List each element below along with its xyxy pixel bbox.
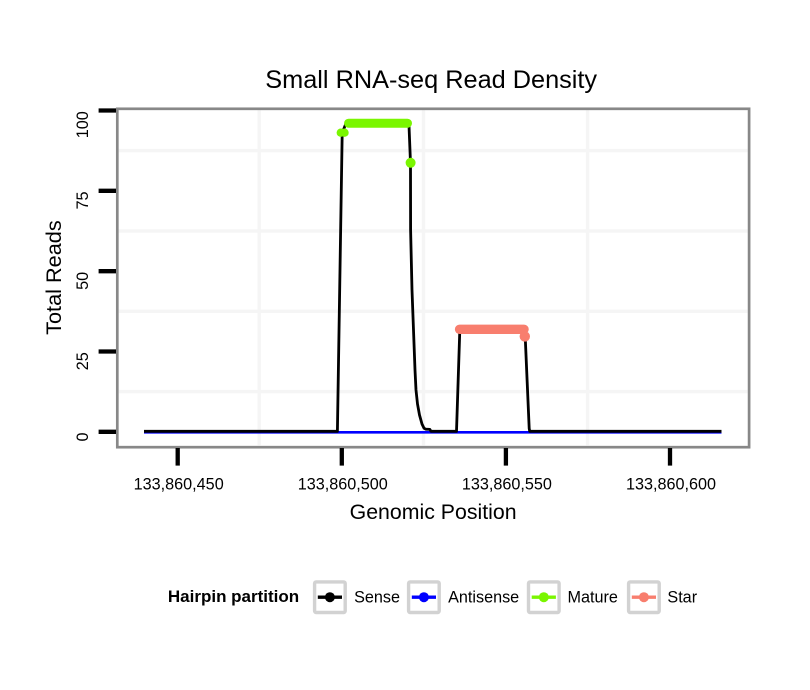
svg-text:75: 75 — [74, 192, 92, 210]
svg-text:Total Reads: Total Reads — [41, 220, 66, 335]
svg-text:Small RNA-seq Read Density: Small RNA-seq Read Density — [265, 66, 597, 94]
svg-text:Mature: Mature — [568, 589, 618, 607]
svg-text:133,860,600: 133,860,600 — [626, 475, 716, 493]
svg-text:133,860,450: 133,860,450 — [134, 475, 224, 493]
svg-text:50: 50 — [74, 272, 92, 290]
svg-text:Star: Star — [667, 589, 697, 607]
svg-text:25: 25 — [74, 352, 92, 370]
svg-text:133,860,500: 133,860,500 — [298, 475, 388, 493]
svg-text:100: 100 — [74, 111, 92, 138]
svg-text:Sense: Sense — [354, 589, 400, 607]
svg-text:Antisense: Antisense — [448, 589, 519, 607]
svg-text:Hairpin partition: Hairpin partition — [168, 587, 299, 606]
svg-text:Genomic Position: Genomic Position — [350, 500, 517, 524]
svg-text:133,860,550: 133,860,550 — [462, 475, 552, 493]
svg-text:0: 0 — [74, 433, 92, 442]
